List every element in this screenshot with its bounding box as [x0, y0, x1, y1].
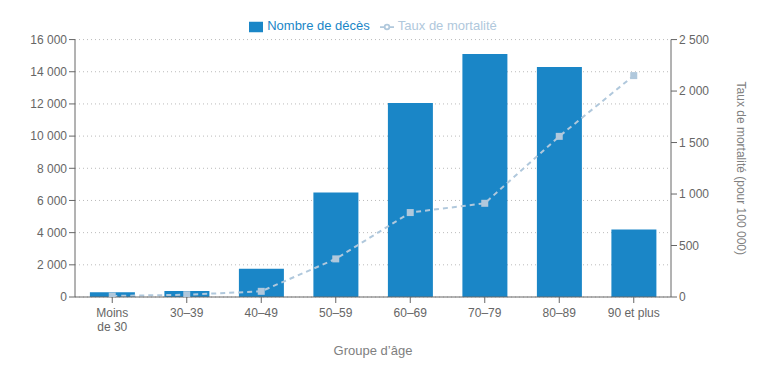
- svg-text:12 000: 12 000: [30, 97, 67, 111]
- svg-text:Moinsde 30: Moinsde 30: [96, 306, 128, 334]
- svg-text:16 000: 16 000: [30, 33, 67, 47]
- html-text:Taux de mortalité: Taux de mortalité: [397, 18, 497, 33]
- svg-text:6 000: 6 000: [37, 194, 67, 208]
- svg-text:4 000: 4 000: [37, 226, 67, 240]
- svg-text:1 500: 1 500: [679, 136, 709, 150]
- svg-text:30–39: 30–39: [170, 306, 204, 320]
- svg-text:2 000: 2 000: [679, 84, 709, 98]
- svg-text:0: 0: [679, 290, 686, 304]
- svg-text:90 et plus: 90 et plus: [608, 306, 660, 320]
- html-text:Nombre de décès: Nombre de décès: [267, 18, 370, 33]
- svg-text:8 000: 8 000: [37, 162, 67, 176]
- svg-text:80–89: 80–89: [543, 306, 577, 320]
- svg-text:14 000: 14 000: [30, 65, 67, 79]
- svg-text:10 000: 10 000: [30, 129, 67, 143]
- svg-text:40–49: 40–49: [245, 306, 279, 320]
- svg-text:2 000: 2 000: [37, 258, 67, 272]
- svg-text:60–69: 60–69: [394, 306, 428, 320]
- svg-text:Taux de mortalité (pour 100 00: Taux de mortalité (pour 100 000): [734, 82, 748, 255]
- svg-text:1 000: 1 000: [679, 187, 709, 201]
- svg-text:50–59: 50–59: [319, 306, 353, 320]
- svg-text:2 500: 2 500: [679, 33, 709, 47]
- svg-text:Groupe d’âge: Groupe d’âge: [334, 343, 413, 358]
- svg-text:70–79: 70–79: [468, 306, 502, 320]
- svg-text:500: 500: [679, 239, 699, 253]
- svg-text:0: 0: [60, 290, 67, 304]
